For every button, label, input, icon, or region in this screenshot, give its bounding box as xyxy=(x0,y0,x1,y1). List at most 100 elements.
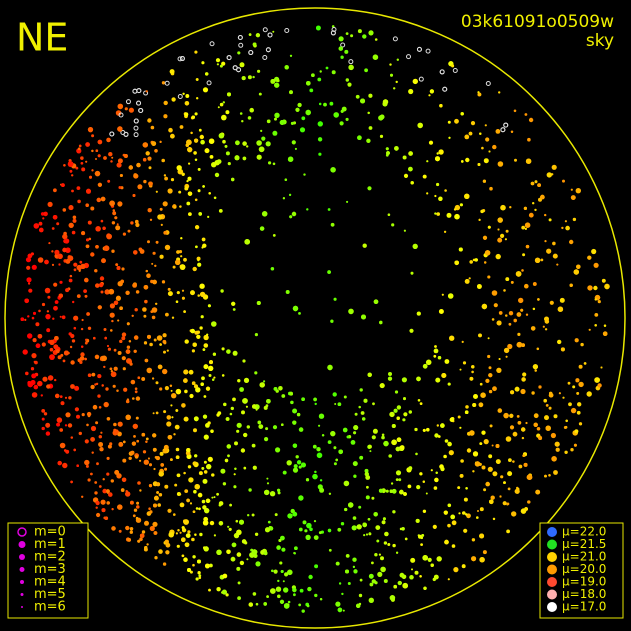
star xyxy=(143,459,149,465)
star xyxy=(154,495,159,501)
star xyxy=(68,396,72,400)
star xyxy=(44,259,49,265)
star xyxy=(109,442,113,446)
star xyxy=(340,42,346,48)
star xyxy=(389,411,395,418)
star xyxy=(103,156,107,160)
star xyxy=(203,434,209,440)
star xyxy=(333,112,340,118)
star xyxy=(495,459,501,464)
star xyxy=(91,451,94,454)
star xyxy=(115,110,122,116)
star xyxy=(199,291,206,298)
star xyxy=(495,253,501,260)
star xyxy=(464,279,470,284)
star xyxy=(147,240,150,244)
star xyxy=(257,69,261,73)
star xyxy=(484,124,487,127)
star xyxy=(422,428,426,432)
star xyxy=(134,455,139,459)
star xyxy=(359,388,363,392)
star xyxy=(261,211,268,217)
star xyxy=(246,558,249,561)
star xyxy=(482,235,488,240)
star xyxy=(201,61,205,65)
star xyxy=(84,277,89,283)
star xyxy=(179,125,184,129)
star xyxy=(202,243,207,248)
star xyxy=(171,316,175,319)
star xyxy=(68,222,74,228)
star xyxy=(438,149,444,155)
star xyxy=(252,465,257,470)
star xyxy=(128,165,133,170)
star xyxy=(214,172,220,178)
star xyxy=(457,415,461,419)
star xyxy=(442,86,448,92)
star xyxy=(144,520,149,526)
star xyxy=(197,168,201,171)
magnitude-label: m=6 xyxy=(34,600,66,615)
star xyxy=(395,446,401,452)
star xyxy=(110,371,117,378)
star xyxy=(578,422,583,426)
star xyxy=(116,389,119,392)
star xyxy=(430,469,433,472)
star xyxy=(248,602,253,607)
star xyxy=(550,432,557,439)
star xyxy=(533,422,538,427)
star xyxy=(87,326,92,330)
star xyxy=(147,457,150,460)
star xyxy=(100,219,104,223)
star xyxy=(45,314,51,320)
star xyxy=(317,121,323,127)
star xyxy=(318,413,325,419)
star xyxy=(399,572,405,578)
star xyxy=(80,263,86,269)
star xyxy=(602,331,608,337)
star xyxy=(33,223,40,229)
star xyxy=(202,478,208,484)
star xyxy=(38,309,41,313)
star xyxy=(159,387,163,391)
star xyxy=(470,121,476,126)
star xyxy=(289,193,292,196)
star xyxy=(139,459,142,462)
star xyxy=(298,495,304,501)
star xyxy=(25,257,32,263)
star xyxy=(272,425,278,430)
star xyxy=(485,481,491,487)
star xyxy=(388,372,392,376)
star xyxy=(334,403,337,405)
star xyxy=(459,368,462,371)
star xyxy=(333,446,337,450)
star xyxy=(135,516,139,520)
sky-label: μ=21.5 xyxy=(562,537,606,551)
star xyxy=(523,206,528,210)
star xyxy=(135,396,141,401)
star xyxy=(281,423,284,427)
star xyxy=(396,437,402,443)
star xyxy=(438,309,444,314)
star xyxy=(170,133,175,139)
star xyxy=(62,359,66,363)
star xyxy=(149,463,152,467)
star xyxy=(237,51,241,55)
star xyxy=(302,520,307,525)
star xyxy=(58,293,63,298)
star xyxy=(73,448,76,452)
star xyxy=(427,557,432,563)
star xyxy=(439,104,443,108)
star xyxy=(316,25,321,31)
star xyxy=(260,129,263,132)
star xyxy=(181,403,186,408)
star xyxy=(184,112,189,117)
star xyxy=(145,269,148,273)
sky-label: μ=19.0 xyxy=(562,575,606,589)
star xyxy=(210,429,214,433)
star xyxy=(487,354,491,359)
star xyxy=(106,472,110,476)
star xyxy=(139,537,143,541)
star xyxy=(510,130,514,133)
star xyxy=(143,179,147,184)
